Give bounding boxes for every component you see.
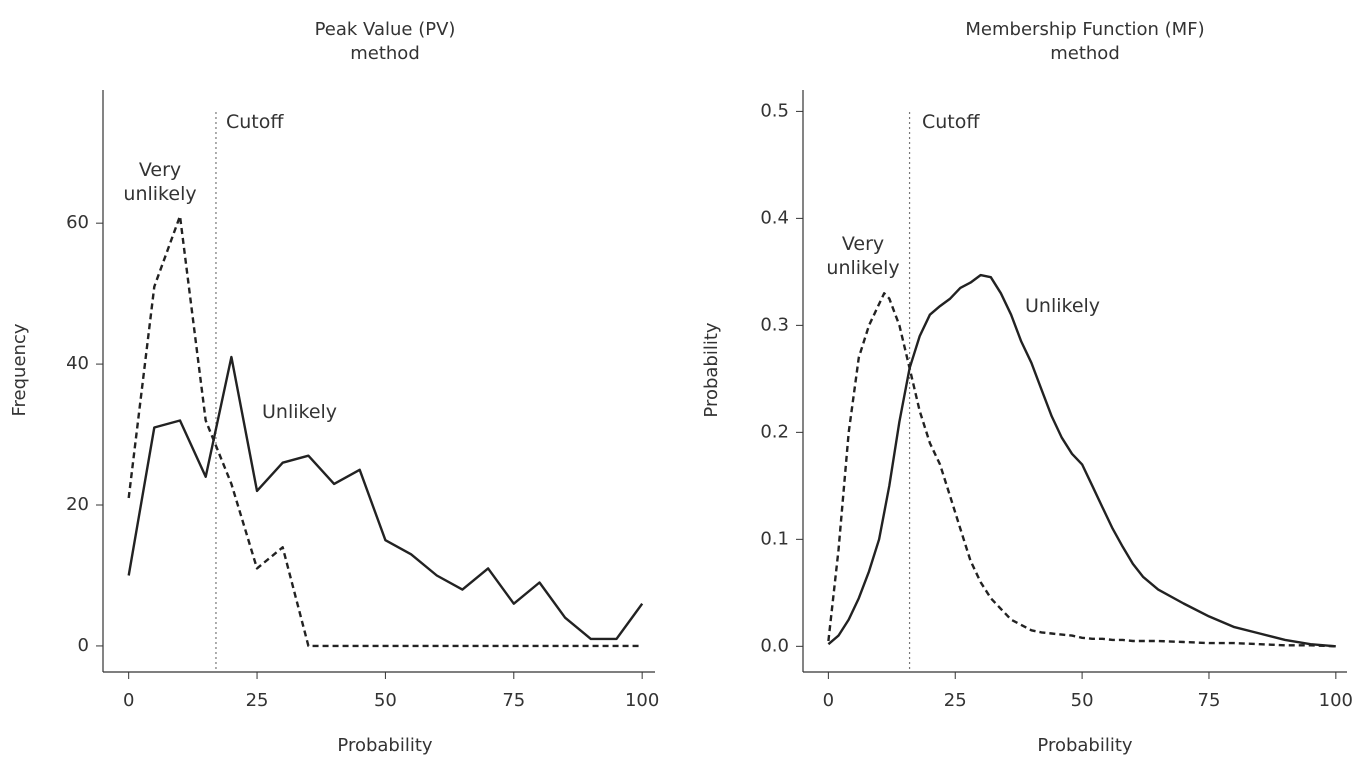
series-line bbox=[827, 273, 1336, 648]
y-tick-label: 0.5 bbox=[760, 100, 789, 121]
y-tick-label: 0.2 bbox=[760, 421, 789, 442]
x-tick-label: 0 bbox=[823, 690, 834, 711]
x-tick-label: 50 bbox=[1071, 690, 1094, 711]
series-label: Very unlikely bbox=[123, 159, 197, 205]
x-tick-label: 50 bbox=[374, 690, 397, 711]
y-tick-label: 0.3 bbox=[760, 314, 789, 335]
y-axis-label: Frequency bbox=[9, 323, 30, 416]
y-tick-label: 60 bbox=[66, 212, 89, 233]
y-tick-label: 40 bbox=[66, 353, 89, 374]
chart-title: method bbox=[1050, 43, 1120, 64]
y-tick-label: 0.4 bbox=[760, 207, 789, 228]
x-tick-label: 25 bbox=[246, 690, 269, 711]
y-tick-label: 20 bbox=[66, 494, 89, 515]
series-line bbox=[127, 214, 643, 648]
chart-title: method bbox=[350, 43, 420, 64]
y-axis-label: Probability bbox=[701, 322, 722, 417]
x-tick-label: 0 bbox=[123, 690, 134, 711]
x-tick-label: 100 bbox=[1319, 690, 1353, 711]
x-tick-label: 25 bbox=[944, 690, 967, 711]
y-tick-label: 0.0 bbox=[760, 635, 789, 656]
series-line bbox=[127, 355, 644, 641]
series-label: Unlikely bbox=[1025, 295, 1101, 317]
cutoff-label: Cutoff bbox=[226, 111, 284, 133]
chart-title: Membership Function (MF) bbox=[965, 19, 1204, 40]
chart-title: Peak Value (PV) bbox=[315, 19, 456, 40]
x-tick-label: 75 bbox=[502, 690, 525, 711]
x-tick-label: 100 bbox=[625, 690, 659, 711]
x-axis-label: Probability bbox=[337, 735, 432, 756]
series-line bbox=[827, 292, 1336, 648]
cutoff-label: Cutoff bbox=[922, 111, 980, 133]
x-tick-label: 75 bbox=[1198, 690, 1221, 711]
series-label: Very unlikely bbox=[826, 233, 900, 279]
series-label: Unlikely bbox=[262, 401, 338, 423]
y-tick-label: 0 bbox=[78, 635, 89, 656]
x-axis-label: Probability bbox=[1037, 735, 1132, 756]
y-tick-label: 0.1 bbox=[760, 528, 789, 549]
